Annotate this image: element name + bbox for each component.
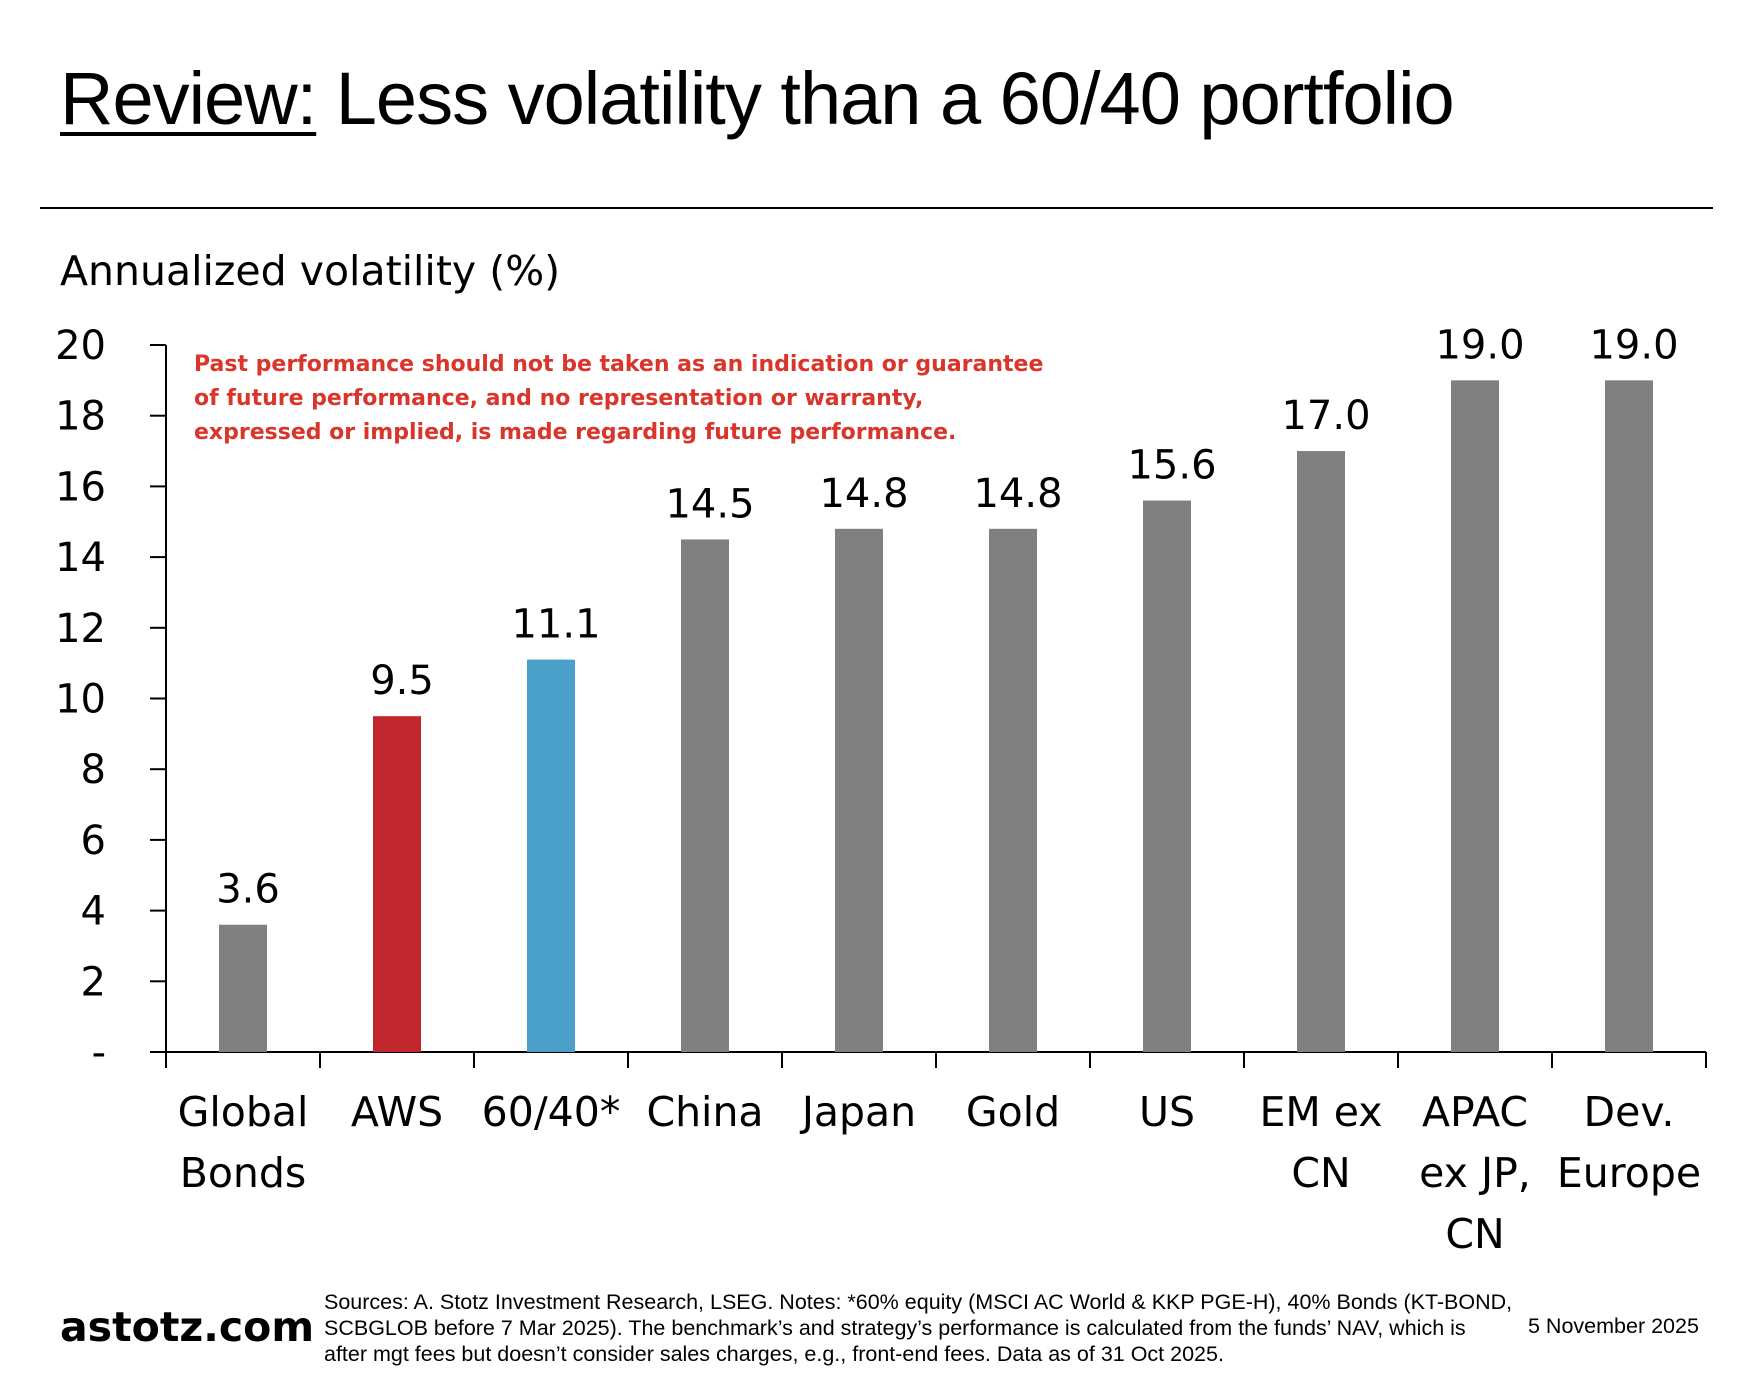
chart-annotation: Past performance should not be taken as … [194, 352, 1044, 445]
x-tick-label: APAC [1422, 1088, 1528, 1136]
footer-logo[interactable]: astotz.com [60, 1303, 315, 1351]
bar [1451, 380, 1499, 1053]
title-underlined: Review: [60, 57, 317, 140]
x-tick-label: CN [1445, 1210, 1504, 1258]
x-tick-label: Bonds [180, 1149, 307, 1197]
x-tick-label: EM ex [1259, 1088, 1382, 1136]
y-tick-label: 2 [81, 959, 106, 1005]
x-tick-label: Dev. [1584, 1088, 1675, 1136]
x-tick-label: 60/40* [482, 1088, 621, 1136]
x-tick-label: China [646, 1088, 763, 1136]
data-label: 14.8 [973, 471, 1062, 517]
footer-date: 5 November 2025 [1528, 1314, 1699, 1338]
data-label: 19.0 [1435, 322, 1524, 368]
bar-chart: - 2 4 6 8 10 12 14 16 18 20 3.6 Global Bonds 9.5 AWS 11.… [55, 322, 1707, 1258]
bar [527, 659, 575, 1052]
y-tick-label: 16 [55, 464, 106, 510]
data-label: 14.8 [819, 471, 908, 517]
title-rest: Less volatility than a 60/40 portfolio [335, 57, 1455, 140]
bar [989, 528, 1037, 1052]
y-tick-label: 4 [81, 889, 106, 935]
x-tick-label: US [1139, 1088, 1195, 1136]
x-tick-label: Japan [799, 1088, 916, 1136]
data-label: 14.5 [665, 481, 754, 527]
x-tick-label: Europe [1557, 1149, 1701, 1197]
x-tick-label: Gold [966, 1088, 1060, 1136]
y-tick-label: 14 [55, 535, 106, 581]
data-label: 19.0 [1589, 322, 1678, 368]
y-tick-label: 6 [81, 818, 106, 864]
bar [373, 716, 421, 1052]
data-label: 9.5 [370, 658, 434, 704]
y-axis-title: Annualized volatility (%) [60, 247, 561, 295]
data-label: 3.6 [216, 867, 280, 913]
y-tick-label: - [92, 1030, 106, 1076]
x-tick-label: Global [178, 1088, 309, 1136]
footer-sources: Sources: A. Stotz Investment Research, L… [324, 1290, 1513, 1366]
x-tick-label: ex JP, [1419, 1149, 1531, 1197]
bar [1605, 380, 1653, 1053]
bar [835, 528, 883, 1052]
page-title: Review: Less volatility than a 60/40 por… [60, 62, 1455, 136]
data-label: 11.1 [511, 602, 600, 648]
bar [219, 924, 267, 1052]
bar [681, 539, 729, 1052]
bar [1297, 451, 1345, 1052]
title-divider [40, 207, 1713, 209]
data-label: 17.0 [1281, 393, 1370, 439]
x-tick-label: AWS [351, 1088, 443, 1136]
bar [1143, 500, 1191, 1052]
y-tick-label: 10 [55, 677, 106, 723]
data-label: 15.6 [1127, 443, 1216, 489]
x-tick-label: CN [1291, 1149, 1350, 1197]
y-tick-label: 8 [81, 747, 106, 793]
y-tick-label: 12 [55, 606, 106, 652]
y-tick-label: 20 [55, 323, 106, 369]
y-tick-label: 18 [55, 394, 106, 440]
